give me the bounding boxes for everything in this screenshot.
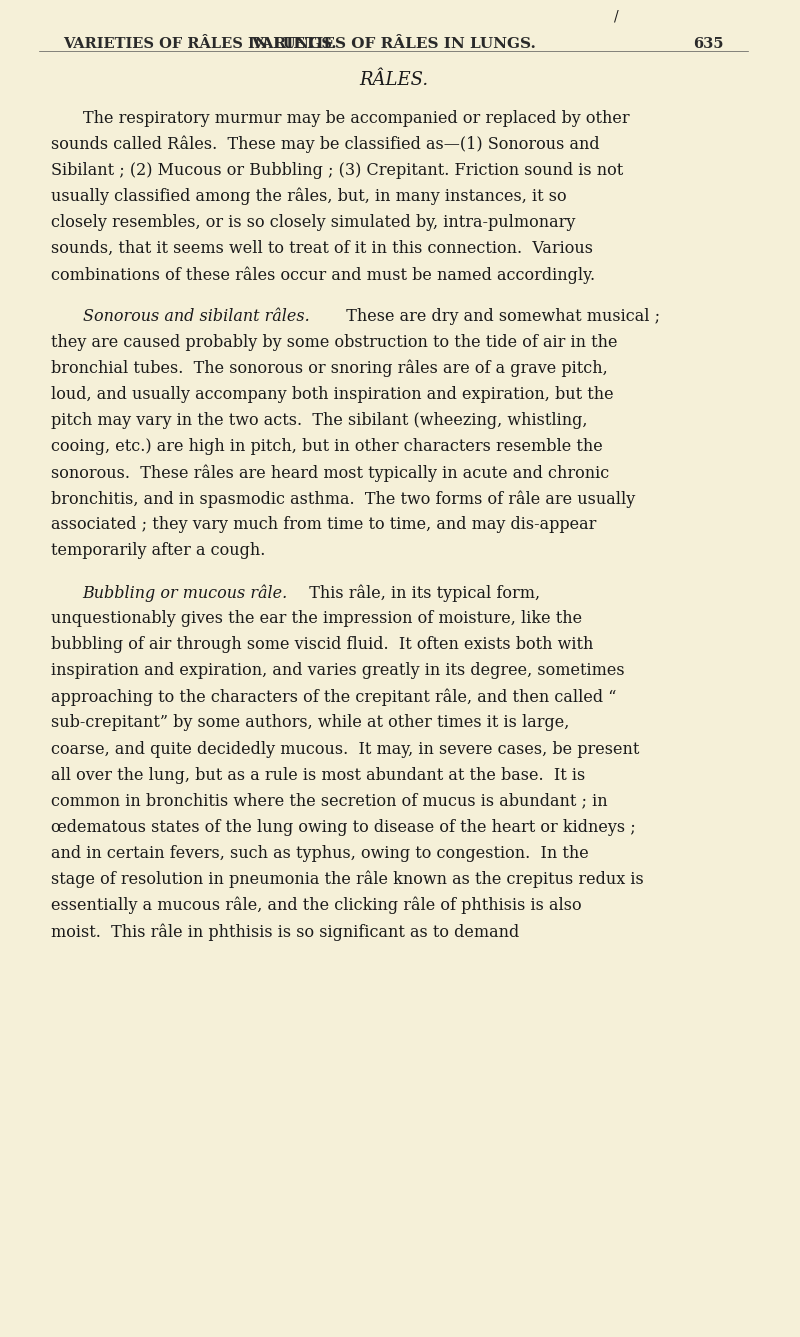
Text: pitch may vary in the two acts.  The sibilant (wheezing, whistling,: pitch may vary in the two acts. The sibi… — [51, 412, 588, 429]
Text: essentially a mucous râle, and the clicking râle of phthisis is also: essentially a mucous râle, and the click… — [51, 897, 582, 915]
Text: combinations of these râles occur and must be named accordingly.: combinations of these râles occur and mu… — [51, 266, 595, 283]
Text: bubbling of air through some viscid fluid.  It often exists both with: bubbling of air through some viscid flui… — [51, 636, 594, 654]
Text: common in bronchitis where the secretion of mucus is abundant ; in: common in bronchitis where the secretion… — [51, 793, 608, 810]
Text: VARIETIES OF RÂLES IN LUNGS.: VARIETIES OF RÂLES IN LUNGS. — [251, 37, 536, 51]
Text: /: / — [614, 9, 618, 23]
Text: associated ; they vary much from time to time, and may dis-appear: associated ; they vary much from time to… — [51, 516, 597, 533]
Text: coarse, and quite decidedly mucous.  It may, in severe cases, be present: coarse, and quite decidedly mucous. It m… — [51, 741, 639, 758]
Text: stage of resolution in pneumonia the râle known as the crepitus redux is: stage of resolution in pneumonia the râl… — [51, 870, 644, 888]
Text: bronchial tubes.  The sonorous or snoring râles are of a grave pitch,: bronchial tubes. The sonorous or snoring… — [51, 360, 608, 377]
Text: approaching to the characters of the crepitant râle, and then called “: approaching to the characters of the cre… — [51, 689, 617, 706]
Text: sonorous.  These râles are heard most typically in acute and chronic: sonorous. These râles are heard most typ… — [51, 464, 610, 481]
Text: Bubbling or mucous râle.: Bubbling or mucous râle. — [82, 584, 288, 602]
Text: œdematous states of the lung owing to disease of the heart or kidneys ;: œdematous states of the lung owing to di… — [51, 818, 636, 836]
Text: they are caused probably by some obstruction to the tide of air in the: they are caused probably by some obstruc… — [51, 334, 618, 350]
Text: sounds, that it seems well to treat of it in this connection.  Various: sounds, that it seems well to treat of i… — [51, 239, 593, 257]
Text: all over the lung, but as a rule is most abundant at the base.  It is: all over the lung, but as a rule is most… — [51, 766, 586, 783]
Text: RÂLES.: RÂLES. — [359, 71, 428, 88]
Text: VARIETIES OF RÂLES IN LUNGS.: VARIETIES OF RÂLES IN LUNGS. — [63, 37, 337, 51]
Text: usually classified among the râles, but, in many instances, it so: usually classified among the râles, but,… — [51, 187, 566, 206]
Text: closely resembles, or is so closely simulated by, intra-pulmonary: closely resembles, or is so closely simu… — [51, 214, 575, 231]
Text: This râle, in its typical form,: This râle, in its typical form, — [299, 584, 541, 602]
Text: unquestionably gives the ear the impression of moisture, like the: unquestionably gives the ear the impress… — [51, 610, 582, 627]
Text: These are dry and somewhat musical ;: These are dry and somewhat musical ; — [335, 308, 660, 325]
Text: 635: 635 — [694, 37, 724, 51]
Text: inspiration and expiration, and varies greatly in its degree, sometimes: inspiration and expiration, and varies g… — [51, 662, 625, 679]
Text: The respiratory murmur may be accompanied or replaced by other: The respiratory murmur may be accompanie… — [82, 110, 630, 127]
Text: temporarily after a cough.: temporarily after a cough. — [51, 543, 266, 559]
Text: cooing, etc.) are high in pitch, but in other characters resemble the: cooing, etc.) are high in pitch, but in … — [51, 439, 603, 455]
Text: sub-crepitant” by some authors, while at other times it is large,: sub-crepitant” by some authors, while at… — [51, 714, 570, 731]
Text: Sibilant ; (2) Mucous or Bubbling ; (3) Crepitant. Friction sound is not: Sibilant ; (2) Mucous or Bubbling ; (3) … — [51, 162, 623, 179]
Text: and in certain fevers, such as typhus, owing to congestion.  In the: and in certain fevers, such as typhus, o… — [51, 845, 589, 862]
Text: sounds called Râles.  These may be classified as—(1) Sonorous and: sounds called Râles. These may be classi… — [51, 135, 600, 154]
Text: Sonorous and sibilant râles.: Sonorous and sibilant râles. — [82, 308, 310, 325]
Text: moist.  This râle in phthisis is so significant as to demand: moist. This râle in phthisis is so signi… — [51, 923, 519, 940]
Text: loud, and usually accompany both inspiration and expiration, but the: loud, and usually accompany both inspira… — [51, 386, 614, 402]
Text: bronchitis, and in spasmodic asthma.  The two forms of râle are usually: bronchitis, and in spasmodic asthma. The… — [51, 491, 635, 508]
